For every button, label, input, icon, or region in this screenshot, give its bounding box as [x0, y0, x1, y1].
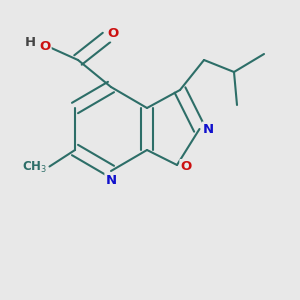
Text: N: N	[203, 122, 214, 136]
Text: CH$_3$: CH$_3$	[22, 160, 47, 175]
Text: H: H	[25, 35, 36, 49]
Text: O: O	[180, 160, 192, 173]
Text: O: O	[39, 40, 51, 53]
Text: N: N	[105, 173, 117, 187]
Text: O: O	[107, 27, 119, 40]
